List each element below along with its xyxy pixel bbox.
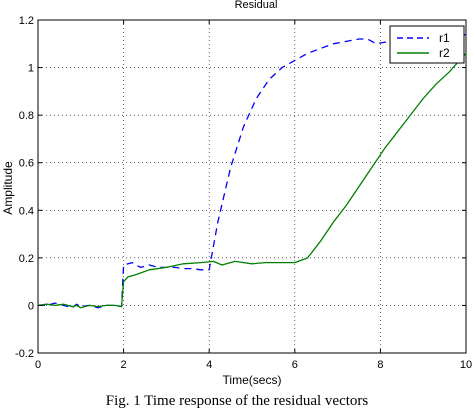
- x-tick-label: 0: [35, 359, 41, 371]
- grid-lines: [38, 20, 466, 353]
- y-tick-label: 1.2: [19, 15, 34, 27]
- legend-label-r2: r2: [439, 46, 450, 60]
- legend: r1 r2: [389, 25, 465, 64]
- x-tick-label: 10: [460, 359, 472, 371]
- series-group: [37, 33, 467, 309]
- legend-label-r1: r1: [439, 31, 450, 45]
- y-tick-label: 0: [28, 300, 34, 312]
- y-tick-label: 0.4: [19, 205, 34, 217]
- series-line-r1: [38, 33, 467, 309]
- y-tick-label: 1: [28, 63, 34, 75]
- x-axis-label: Time(secs): [223, 373, 282, 387]
- y-tick-label: 0.6: [19, 158, 34, 170]
- axis-ticks: 0 2 4 6 8 10-0.200.20.40.60.811.2: [15, 15, 472, 371]
- x-tick-label: 2: [121, 359, 127, 371]
- y-tick-label: 0.8: [19, 110, 34, 122]
- figure-caption: Fig. 1 Time response of the residual vec…: [105, 393, 369, 409]
- legend-box: [389, 25, 465, 64]
- y-tick-label: 0.2: [19, 253, 34, 265]
- chart-title: Residual: [235, 0, 278, 11]
- y-tick-label: -0.2: [15, 348, 34, 360]
- x-tick-label: 8: [377, 359, 383, 371]
- x-tick-label: 6: [292, 359, 298, 371]
- series-line-r2: [37, 52, 467, 309]
- y-axis-label: Amplitude: [1, 161, 15, 215]
- plot-frame: [37, 19, 467, 354]
- x-tick-label: 4: [206, 359, 212, 371]
